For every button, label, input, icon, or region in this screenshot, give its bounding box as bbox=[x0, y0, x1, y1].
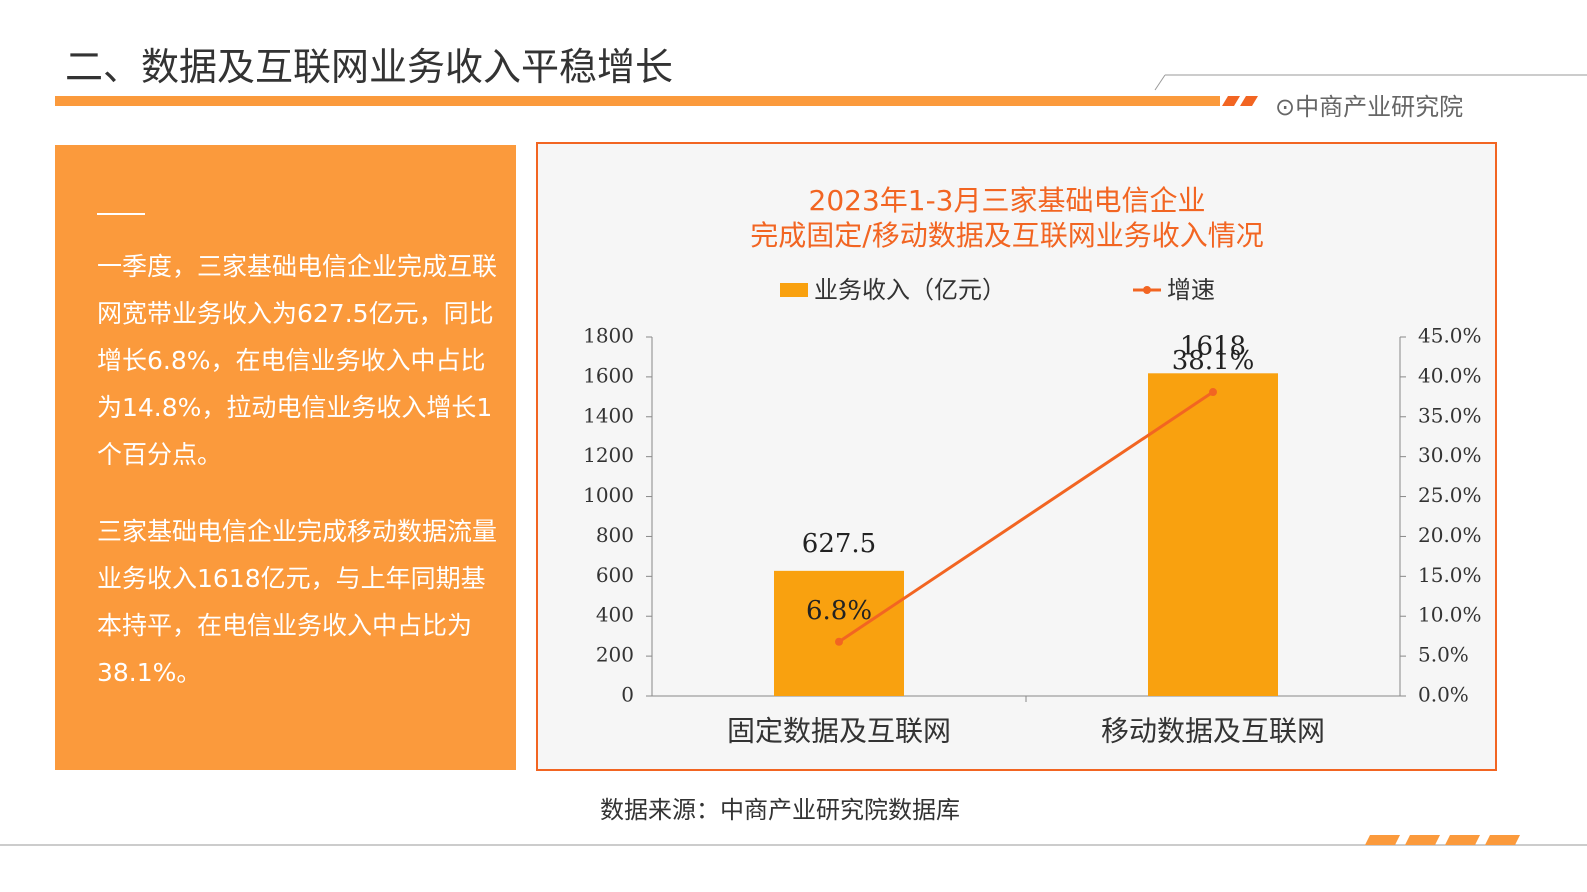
legend-label: 业务收入（亿元） bbox=[814, 276, 1006, 304]
y2-tick-label: 10.0% bbox=[1418, 603, 1482, 627]
footer-stripe bbox=[1445, 835, 1480, 845]
source-note: 数据来源：中商产业研究院数据库 bbox=[600, 796, 960, 824]
y-tick-label: 1000 bbox=[583, 483, 634, 507]
x-tick-label: 移动数据及互联网 bbox=[1101, 715, 1325, 748]
footer-stripe bbox=[1365, 835, 1400, 845]
footer-stripe bbox=[1405, 835, 1440, 845]
slide-title: 二、数据及互联网业务收入平稳增长 bbox=[65, 45, 674, 89]
paragraph: 三家基础电信企业完成移动数据流量业务收入1618亿元，与上年同期基本持平，在电信… bbox=[97, 517, 498, 687]
y-tick-label: 1400 bbox=[583, 403, 634, 427]
line-value-label: 38.1% bbox=[1172, 346, 1255, 376]
line-point bbox=[835, 637, 843, 646]
y2-tick-label: 40.0% bbox=[1418, 363, 1482, 387]
header-stripe bbox=[1222, 96, 1240, 106]
header-bar bbox=[55, 96, 1220, 106]
y2-tick-label: 30.0% bbox=[1418, 443, 1482, 467]
header-rule bbox=[1154, 74, 1166, 91]
y2-tick-label: 20.0% bbox=[1418, 523, 1482, 547]
bar-value-label: 1618 bbox=[1180, 331, 1246, 361]
y2-tick-label: 15.0% bbox=[1418, 563, 1482, 587]
chart-frame bbox=[536, 142, 1497, 771]
y-tick-label: 1600 bbox=[583, 363, 634, 387]
line-point bbox=[1209, 388, 1217, 397]
bar bbox=[1148, 373, 1278, 696]
header-stripe bbox=[1240, 96, 1258, 106]
legend-swatch bbox=[1143, 286, 1151, 294]
chart-title: 2023年1-3月三家基础电信企业 bbox=[809, 184, 1206, 217]
x-tick-label: 固定数据及互联网 bbox=[727, 715, 951, 748]
y-tick-label: 0 bbox=[621, 683, 634, 707]
legend-label: 增速 bbox=[1167, 276, 1215, 304]
y-tick-label: 800 bbox=[596, 523, 634, 547]
line-value-label: 6.8% bbox=[806, 596, 872, 626]
y-tick-label: 200 bbox=[596, 643, 634, 667]
y2-tick-label: 0.0% bbox=[1418, 683, 1469, 707]
footer-stripe bbox=[1485, 835, 1520, 845]
y-tick-label: 400 bbox=[596, 603, 634, 627]
line bbox=[838, 390, 1214, 643]
chart-title: 完成固定/移动数据及互联网业务收入情况 bbox=[750, 219, 1263, 252]
y2-tick-label: 35.0% bbox=[1418, 403, 1482, 427]
y2-tick-label: 25.0% bbox=[1418, 483, 1482, 507]
y2-tick-label: 5.0% bbox=[1418, 643, 1469, 667]
y-tick-label: 1800 bbox=[583, 324, 634, 348]
paragraphs: 一季度，三家基础电信企业完成互联网宽带业务收入为627.5亿元，同比增长6.8%… bbox=[97, 243, 507, 726]
brand: ⊙中商产业研究院 bbox=[1275, 93, 1464, 121]
panel-rule bbox=[97, 213, 145, 215]
y-tick-label: 1200 bbox=[583, 443, 634, 467]
bar bbox=[774, 570, 904, 696]
paragraph: 一季度，三家基础电信企业完成互联网宽带业务收入为627.5亿元，同比增长6.8%… bbox=[97, 252, 498, 469]
text-panel: 一季度，三家基础电信企业完成互联网宽带业务收入为627.5亿元，同比增长6.8%… bbox=[55, 145, 516, 770]
y2-tick-label: 45.0% bbox=[1418, 324, 1482, 348]
bar-value-label: 627.5 bbox=[802, 529, 876, 559]
y-tick-label: 600 bbox=[596, 563, 634, 587]
legend-swatch bbox=[780, 283, 808, 297]
